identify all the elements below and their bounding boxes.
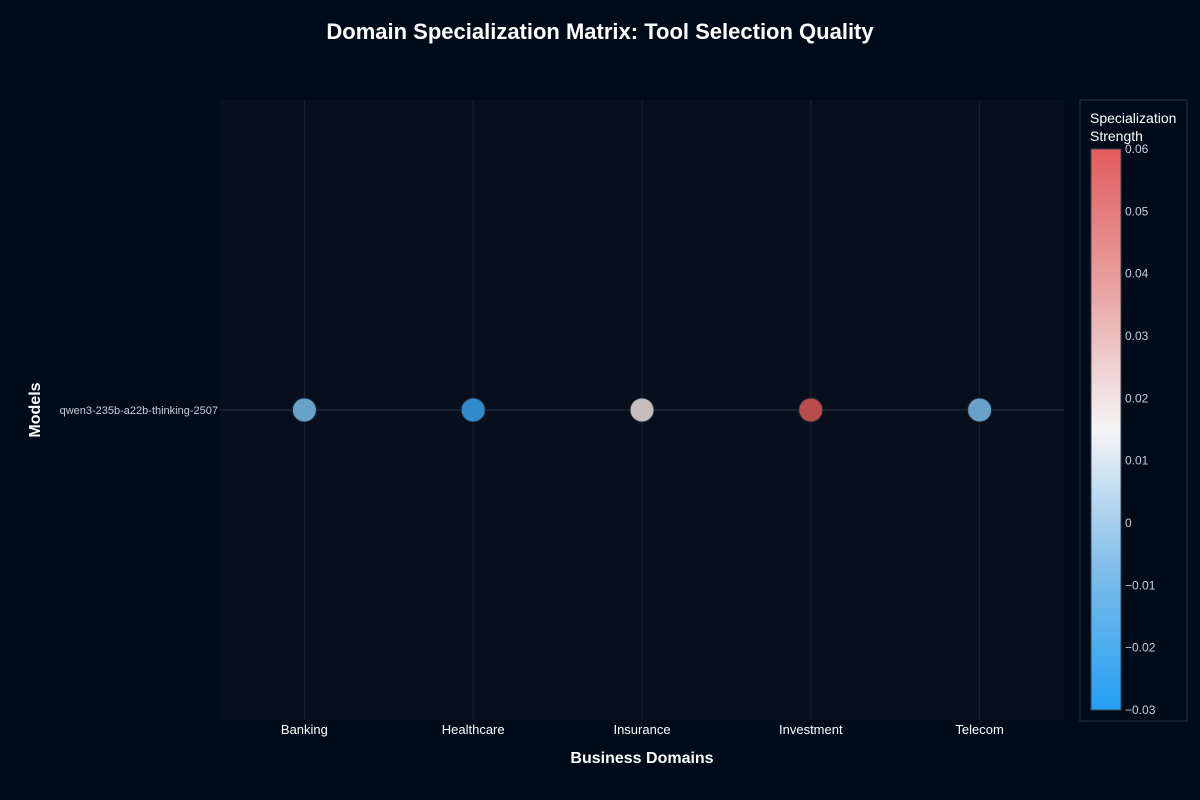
x-tick-label-banking: Banking <box>281 722 328 737</box>
colorbar-gradient <box>1090 148 1122 711</box>
data-point-banking[interactable] <box>291 397 317 423</box>
colorbar-tick-label: 0.04 <box>1125 267 1149 281</box>
colorbar-tick-label: −0.02 <box>1125 641 1156 655</box>
data-points <box>291 397 993 423</box>
data-point-healthcare[interactable] <box>460 397 486 423</box>
x-tick-label-telecom: Telecom <box>955 722 1003 737</box>
colorbar-tick-label: 0.05 <box>1125 204 1149 218</box>
y-axis-ticks: qwen3-235b-a22b-thinking-2507 <box>60 405 218 417</box>
data-point-telecom[interactable] <box>967 397 993 423</box>
y-tick-label: qwen3-235b-a22b-thinking-2507 <box>60 405 218 417</box>
colorbar-tick-label: 0.02 <box>1125 391 1149 405</box>
colorbar-title-line-2: Strength <box>1090 128 1143 144</box>
colorbar-tick-label: −0.03 <box>1125 703 1156 717</box>
colorbar-tick-label: 0 <box>1125 516 1132 530</box>
x-tick-label-insurance: Insurance <box>613 722 670 737</box>
colorbar-tick-label: −0.01 <box>1125 578 1156 592</box>
data-point-investment[interactable] <box>798 397 824 423</box>
x-axis-title: Business Domains <box>570 750 713 767</box>
y-axis-title: Models <box>27 382 44 437</box>
colorbar-tick-label: 0.06 <box>1125 142 1149 156</box>
colorbar-title-line-1: Specialization <box>1090 110 1176 126</box>
x-axis-ticks: Banking Healthcare Insurance Investment Tele… <box>281 722 1004 737</box>
colorbar: Specialization Strength 0.06 0.05 0.04 0.03… <box>1079 99 1188 722</box>
colorbar-frame <box>1079 99 1188 722</box>
data-point-insurance[interactable] <box>629 397 655 423</box>
chart-title: Domain Specialization Matrix: Tool Selec… <box>326 19 874 44</box>
colorbar-title: Specialization Strength <box>1090 110 1180 144</box>
colorbar-ticks: 0.06 0.05 0.04 0.03 0.02 0.01 0 −0.01 −0.02 −0.03 <box>1125 142 1156 717</box>
x-tick-label-investment: Investment <box>779 722 843 737</box>
x-tick-label-healthcare: Healthcare <box>442 722 505 737</box>
colorbar-tick-label: 0.01 <box>1125 454 1149 468</box>
colorbar-tick-label: 0.03 <box>1125 329 1149 343</box>
